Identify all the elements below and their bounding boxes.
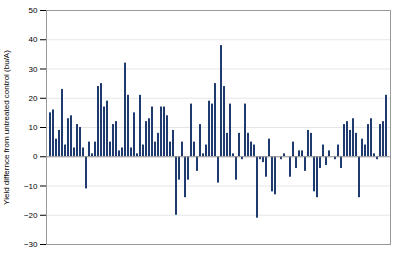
- svg-text:−20: −20: [24, 211, 38, 220]
- svg-text:20: 20: [29, 94, 38, 103]
- svg-text:30: 30: [29, 65, 38, 74]
- svg-text:40: 40: [29, 35, 38, 44]
- svg-text:50: 50: [29, 6, 38, 15]
- svg-text:0: 0: [33, 152, 38, 161]
- svg-text:10: 10: [29, 123, 38, 132]
- svg-text:−30: −30: [24, 240, 38, 249]
- svg-text:Yield differnce from untreated: Yield differnce from untreated control (…: [2, 50, 11, 205]
- svg-text:−10: −10: [24, 182, 38, 191]
